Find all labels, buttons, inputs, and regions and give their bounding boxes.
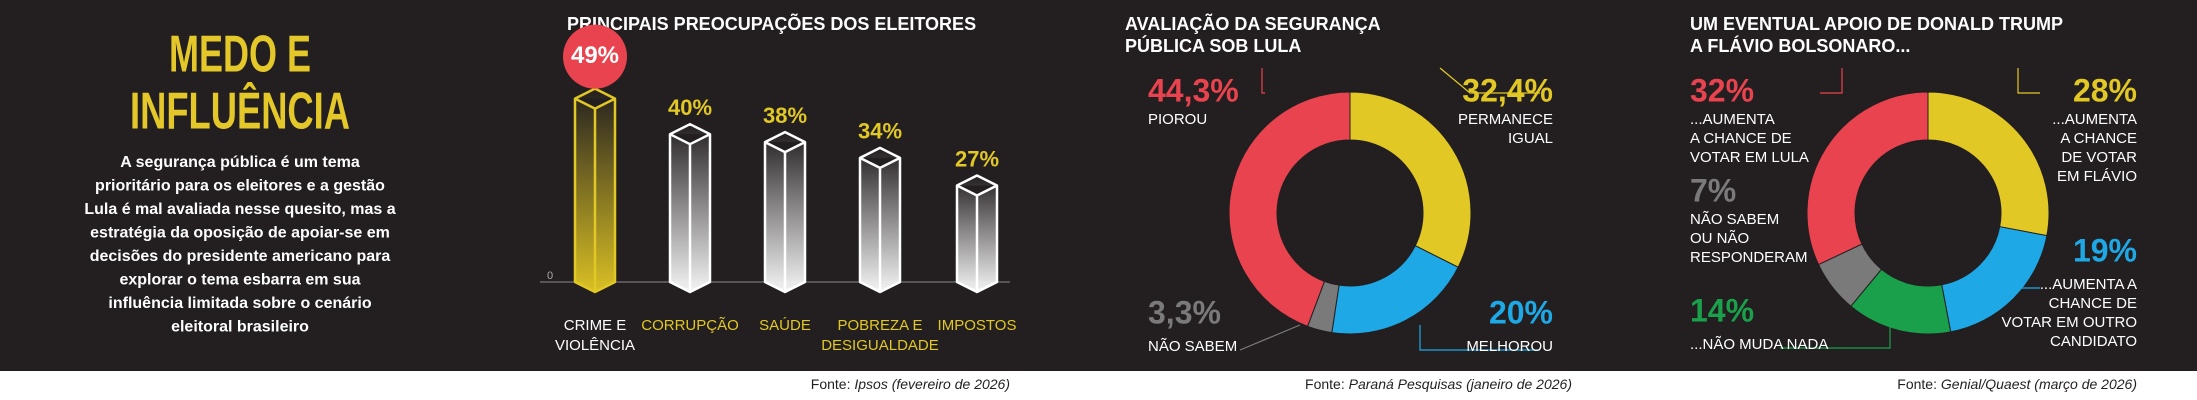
slice-label: ...NÃO MUDA NADA bbox=[1690, 336, 1828, 353]
y-tick-label: 0 bbox=[547, 270, 553, 282]
value-label: 32,4% bbox=[1462, 72, 1553, 108]
value-label: 20% bbox=[1489, 294, 1553, 330]
intro-text: estratégia da oposição de apoiar-se em bbox=[90, 225, 390, 242]
leader-line bbox=[1994, 263, 2040, 289]
headline: INFLUÊNCIA bbox=[130, 82, 350, 141]
value-label: 7% bbox=[1690, 172, 1736, 208]
source-name: Ipsos (fevereiro de 2026) bbox=[854, 376, 1010, 392]
value-label: 32% bbox=[1690, 72, 1754, 108]
bar bbox=[668, 122, 712, 294]
value-label: 38% bbox=[763, 103, 807, 128]
source-prefix: Fonte: bbox=[1897, 376, 1937, 392]
intro-text: decisões do presidente americano para bbox=[90, 248, 391, 265]
slice-label: ...AUMENTA A CHANCE DE VOTAR EM OUTRO CANDI… bbox=[2001, 276, 2137, 350]
source: Fonte: Ipsos (fevereiro de 2026) bbox=[811, 376, 1010, 392]
leader-line bbox=[1261, 68, 1265, 94]
source-name: Genial/Quaest (março de 2026) bbox=[1941, 376, 2137, 392]
chart-title: PRINCIPAIS PREOCUPAÇÕES DOS ELEITORES bbox=[567, 13, 976, 34]
value-label: 28% bbox=[2073, 72, 2137, 108]
value-label: 40% bbox=[668, 95, 712, 120]
slice-label: PIOROU bbox=[1148, 111, 1207, 128]
x-tick-label: CRIME E VIOLÊNCIA bbox=[555, 317, 635, 354]
leader-line bbox=[1780, 323, 1891, 349]
headline: MEDO E bbox=[169, 26, 311, 84]
bar bbox=[763, 130, 807, 294]
value-label: 44,3% bbox=[1148, 72, 1239, 108]
x-tick-label: SAÚDE bbox=[759, 317, 811, 334]
leader-line bbox=[2017, 68, 2040, 94]
bar bbox=[573, 87, 617, 294]
leader-line bbox=[1419, 325, 1540, 351]
slice-label: NÃO SABEM OU NÃO RESPONDERAM bbox=[1690, 211, 1808, 266]
source: Fonte: Paraná Pesquisas (janeiro de 2026… bbox=[1305, 376, 1572, 392]
chart-title: AVALIAÇÃO DA SEGURANÇA PÚBLICA SOB LULA bbox=[1125, 13, 1381, 56]
value-label-badge bbox=[563, 24, 627, 89]
value-label: 19% bbox=[2073, 232, 2137, 268]
pie-slice bbox=[1927, 91, 2050, 237]
intro-text: influência limitada sobre o cenário bbox=[108, 295, 371, 312]
slice-label: MELHOROU bbox=[1466, 338, 1553, 355]
slice-label: ...AUMENTA A CHANCE DE VOTAR EM FLÁVIO bbox=[2052, 111, 2137, 185]
slice-label: NÃO SABEM bbox=[1148, 338, 1237, 355]
value-label: 14% bbox=[1690, 292, 1754, 328]
intro-text: eleitoral brasileiro bbox=[171, 319, 309, 336]
chart-title: UM EVENTUAL APOIO DE DONALD TRUMP A FLÁVI… bbox=[1690, 14, 2063, 56]
leader-line bbox=[1239, 324, 1301, 351]
pie-slice bbox=[1228, 91, 1351, 327]
slice-label: ...AUMENTA A CHANCE DE VOTAR EM LULA bbox=[1690, 111, 1809, 166]
footer-strip bbox=[0, 371, 2197, 400]
source-prefix: Fonte: bbox=[1305, 376, 1345, 392]
source-name: Paraná Pesquisas (janeiro de 2026) bbox=[1349, 376, 1572, 392]
x-tick-label: POBREZA E DESIGUALDADE bbox=[821, 317, 939, 354]
value-label: 49% bbox=[571, 42, 619, 69]
leader-line bbox=[1820, 68, 1843, 94]
intro-text: explorar o tema esbarra em sua bbox=[119, 272, 360, 289]
intro-text: Lula é mal avaliada nesse quesito, mas a bbox=[84, 201, 395, 218]
value-label: 27% bbox=[955, 146, 999, 171]
bar bbox=[955, 174, 999, 294]
bar bbox=[858, 146, 902, 294]
source: Fonte: Genial/Quaest (março de 2026) bbox=[1897, 376, 2137, 392]
intro-text: prioritário para os eleitores e a gestão bbox=[95, 178, 385, 195]
leader-line bbox=[1439, 67, 1540, 94]
x-tick-label: CORRUPÇÃO bbox=[641, 317, 739, 334]
slice-label: PERMANECE IGUAL bbox=[1458, 111, 1553, 147]
value-label: 3,3% bbox=[1148, 294, 1221, 330]
pie-slice bbox=[1806, 91, 1929, 266]
intro-text: A segurança pública é um tema bbox=[120, 154, 360, 171]
source-prefix: Fonte: bbox=[811, 376, 851, 392]
pie-slice bbox=[1349, 91, 1472, 268]
value-label: 34% bbox=[858, 119, 902, 144]
x-tick-label: IMPOSTOS bbox=[938, 317, 1017, 334]
